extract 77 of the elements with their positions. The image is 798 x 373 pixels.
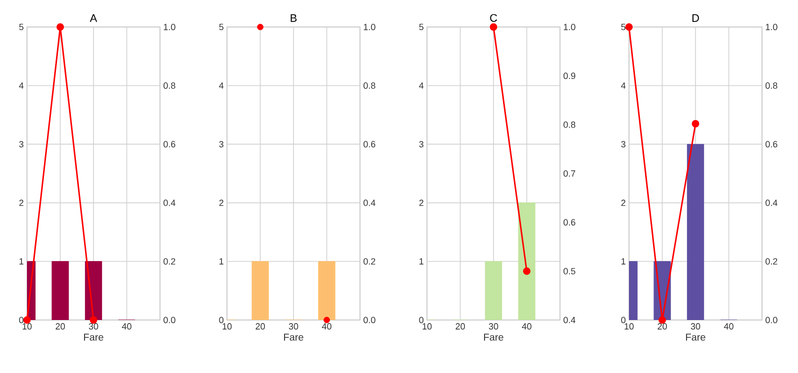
chart-title: A (90, 14, 98, 22)
y-tick-label: 3 (219, 141, 224, 148)
y-tick-label: 0 (419, 316, 424, 324)
y-tick-label: 0 (19, 316, 24, 324)
y2-tick-label: 0.6 (564, 219, 576, 226)
y-tick-label: 1 (20, 258, 24, 264)
x-tick-label: 20 (456, 323, 465, 330)
x-tick-label: 10 (624, 323, 634, 330)
y2-tick-label: 0.0 (766, 316, 778, 324)
y2-tick-label: 0.2 (364, 258, 376, 265)
y-tick-label: 2 (19, 200, 24, 206)
x-tick-label: 30 (690, 323, 700, 330)
chart-title: C (490, 14, 498, 22)
y2-tick-label: 0.8 (364, 82, 376, 89)
x-tick-label: 20 (256, 323, 265, 330)
y2-tick-label: 0.7 (564, 170, 576, 177)
y2-tick-label: 1.0 (164, 24, 176, 30)
y-tick-label: 5 (419, 24, 424, 30)
y-tick-label: 2 (621, 200, 626, 206)
y2-tick-label: 0.2 (164, 258, 176, 265)
y-tick-label: 0 (219, 316, 224, 324)
y2-tick-label: 0.4 (766, 200, 778, 206)
x-axis-title: Fare (84, 334, 104, 341)
y2-tick-label: 0.6 (164, 141, 176, 148)
y-tick-label: 4 (219, 82, 224, 89)
x-tick-label: 30 (488, 323, 498, 330)
x-tick-label: 30 (288, 323, 298, 330)
y-tick-label: 3 (419, 141, 424, 148)
y2-tick-label: 1.0 (564, 24, 576, 30)
y-tick-label: 1 (220, 258, 224, 264)
y2-tick-label: 0.9 (564, 72, 576, 80)
y2-tick-label: 0.6 (364, 141, 376, 148)
y2-tick-label: 0.4 (564, 316, 576, 324)
y2-tick-label: 1.0 (364, 24, 376, 30)
y2-tick-label: 0.8 (766, 82, 778, 89)
chart-title: D (692, 14, 699, 22)
y-tick-label: 5 (621, 24, 626, 30)
y2-tick-label: 0.0 (364, 316, 376, 324)
point (625, 23, 633, 31)
y2-tick-label: 0.5 (564, 268, 576, 274)
y2-tick-label: 0.4 (164, 200, 176, 206)
y2-tick-label: 0.8 (564, 121, 576, 128)
x-tick-label: 30 (88, 323, 98, 330)
x-tick-label: 10 (22, 323, 32, 330)
bar (484, 261, 502, 320)
chart-title: B (290, 14, 297, 22)
x-tick-label: 20 (56, 323, 65, 330)
y2-tick-label: 0.2 (766, 258, 778, 265)
x-tick-label: 40 (522, 323, 532, 330)
x-tick-label: 10 (422, 323, 432, 330)
y2-tick-label: 0.4 (364, 200, 376, 206)
y-tick-label: 1 (622, 258, 626, 264)
y-tick-label: 4 (419, 82, 424, 89)
y-tick-label: 4 (621, 82, 626, 89)
x-tick-label: 40 (724, 323, 734, 330)
x-axis-title: Fare (484, 334, 504, 341)
y2-tick-label: 1.0 (766, 24, 778, 30)
y2-tick-label: 0.0 (164, 316, 176, 324)
y-tick-label: 3 (621, 141, 626, 148)
x-tick-label: 40 (322, 323, 332, 330)
x-tick-label: 40 (122, 323, 132, 330)
x-axis-title: Fare (686, 334, 706, 341)
x-axis-title: Fare (284, 334, 304, 341)
y2-tick-label: 0.8 (164, 82, 176, 89)
x-tick-label: 10 (222, 323, 232, 330)
y-tick-label: 2 (419, 200, 424, 206)
y-tick-label: 4 (19, 82, 24, 89)
y-tick-label: 5 (219, 24, 224, 30)
bar (518, 202, 536, 320)
x-tick-label: 20 (658, 323, 667, 330)
y2-tick-label: 0.6 (766, 141, 778, 148)
y-tick-label: 3 (19, 141, 24, 148)
y-tick-label: 5 (19, 24, 24, 30)
point (692, 120, 700, 128)
y-tick-label: 0 (621, 316, 626, 324)
y-tick-label: 1 (420, 258, 424, 264)
y-tick-label: 2 (219, 200, 224, 206)
